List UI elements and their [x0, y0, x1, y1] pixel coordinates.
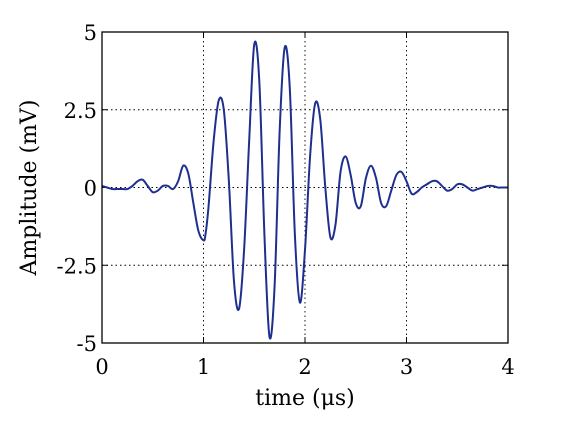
x-tick-label: 4 — [501, 355, 514, 379]
series-line — [101, 40, 508, 340]
x-tick-label: 2 — [298, 355, 311, 379]
y-tick-label: 2.5 — [64, 99, 97, 123]
x-axis-label: time (μs) — [255, 386, 355, 411]
x-tick-label: 3 — [400, 355, 413, 379]
y-tick-label: -5 — [77, 332, 97, 356]
tick-label-layer: 0 1 2 3 4 5 2.5 0 -2.5 -5 — [57, 21, 515, 379]
y-tick-label: -2.5 — [57, 254, 98, 278]
x-tick-label: 0 — [95, 355, 108, 379]
x-tick-label: 1 — [197, 355, 210, 379]
y-tick-label: 5 — [84, 21, 97, 45]
y-axis-label: Amplitude (mV) — [17, 100, 42, 277]
plot-frame — [101, 31, 509, 344]
y-tick-label: 0 — [84, 177, 97, 201]
series-layer — [101, 40, 508, 340]
grid-layer — [102, 32, 508, 343]
